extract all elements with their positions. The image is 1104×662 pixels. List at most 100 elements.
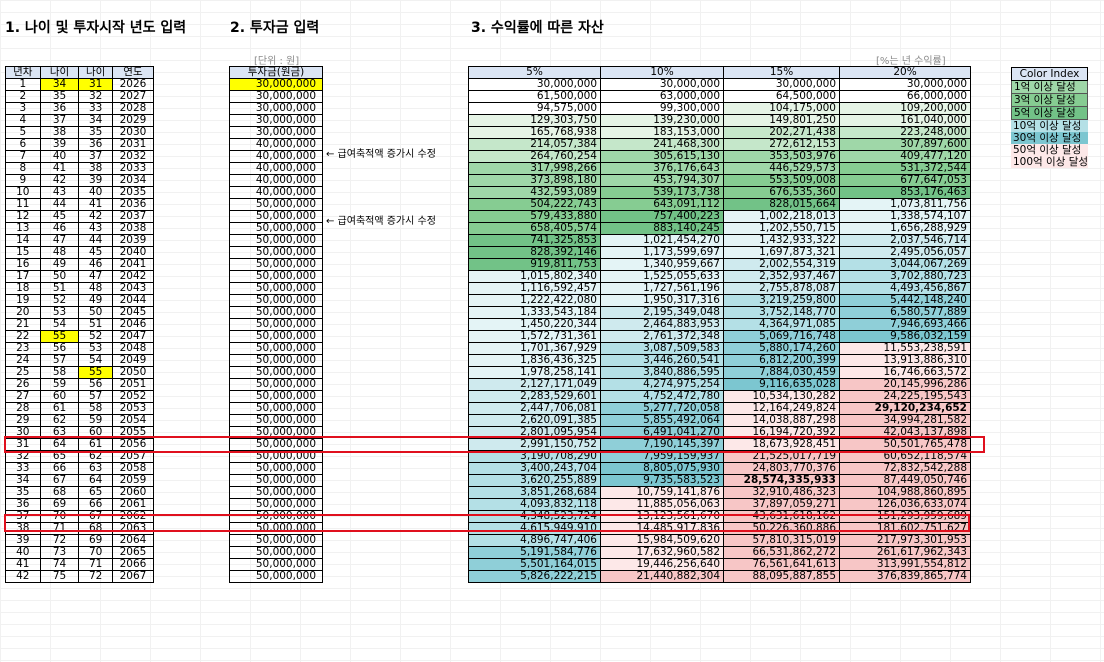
investment-cell[interactable]: 50,000,000 (229, 294, 323, 307)
age-cell-2[interactable]: 42 (78, 210, 113, 223)
investment-cell[interactable]: 50,000,000 (229, 510, 323, 523)
asset-cell-15[interactable]: 553,509,008 (723, 174, 840, 187)
asset-cell-5[interactable]: 1,222,422,080 (468, 294, 601, 307)
asset-cell-15[interactable]: 1,697,873,321 (723, 246, 840, 259)
asset-cell-15[interactable]: 28,574,335,933 (723, 474, 840, 487)
year-number-cell[interactable]: 24 (5, 354, 41, 367)
year-number-cell[interactable]: 4 (5, 114, 41, 127)
investment-cell[interactable]: 50,000,000 (229, 438, 323, 451)
year-number-cell[interactable]: 21 (5, 318, 41, 331)
age-cell[interactable]: 42 (39, 174, 80, 187)
age-cell[interactable]: 62 (39, 414, 80, 427)
asset-cell-5[interactable]: 4,348,523,724 (468, 510, 601, 523)
asset-cell-20[interactable]: 42,043,137,898 (839, 426, 971, 439)
year-number-cell[interactable]: 11 (5, 198, 41, 211)
year-number-cell[interactable]: 29 (5, 414, 41, 427)
asset-cell-5[interactable]: 2,283,529,601 (468, 390, 601, 403)
asset-cell-15[interactable]: 5,880,174,260 (723, 342, 840, 355)
investment-cell[interactable]: 50,000,000 (229, 450, 323, 463)
age-cell-2[interactable]: 47 (78, 270, 113, 283)
investment-cell[interactable]: 50,000,000 (229, 222, 323, 235)
calendar-year-cell[interactable]: 2046 (111, 318, 155, 331)
asset-cell-15[interactable]: 10,534,130,282 (723, 390, 840, 403)
asset-cell-5[interactable]: 94,575,000 (468, 102, 601, 115)
asset-cell-5[interactable]: 3,851,268,684 (468, 486, 601, 499)
asset-cell-10[interactable]: 4,752,472,780 (600, 390, 724, 403)
asset-cell-15[interactable]: 50,226,360,886 (723, 522, 840, 535)
asset-cell-5[interactable]: 30,000,000 (468, 78, 601, 91)
asset-cell-15[interactable]: 88,095,887,855 (723, 570, 840, 583)
asset-cell-15[interactable]: 12,164,249,824 (723, 402, 840, 415)
year-number-cell[interactable]: 35 (5, 486, 41, 499)
investment-cell[interactable]: 50,000,000 (229, 474, 323, 487)
asset-cell-10[interactable]: 8,805,075,930 (600, 462, 724, 475)
asset-cell-20[interactable]: 223,248,000 (839, 126, 971, 139)
investment-cell[interactable]: 50,000,000 (229, 486, 323, 499)
age-cell[interactable]: 67 (39, 474, 80, 487)
age-cell[interactable]: 53 (39, 306, 80, 319)
asset-cell-20[interactable]: 16,746,663,572 (839, 366, 971, 379)
asset-cell-5[interactable]: 165,768,938 (468, 126, 601, 139)
age-cell-2[interactable]: 68 (78, 522, 113, 535)
asset-cell-10[interactable]: 139,230,000 (600, 114, 724, 127)
asset-cell-10[interactable]: 183,153,000 (600, 126, 724, 139)
asset-cell-10[interactable]: 376,176,643 (600, 162, 724, 175)
asset-cell-5[interactable]: 317,998,266 (468, 162, 601, 175)
age-cell[interactable]: 75 (39, 570, 80, 583)
age-cell[interactable]: 60 (39, 390, 80, 403)
asset-cell-15[interactable]: 353,503,976 (723, 150, 840, 163)
calendar-year-cell[interactable]: 2065 (111, 546, 155, 559)
age-cell-2[interactable]: 64 (78, 474, 113, 487)
asset-cell-5[interactable]: 1,450,220,344 (468, 318, 601, 331)
asset-cell-10[interactable]: 757,400,223 (600, 210, 724, 223)
asset-cell-10[interactable]: 17,632,960,582 (600, 546, 724, 559)
asset-cell-15[interactable]: 16,194,720,392 (723, 426, 840, 439)
asset-cell-15[interactable]: 1,432,933,322 (723, 234, 840, 247)
age-cell-2[interactable]: 55 (78, 366, 113, 379)
asset-cell-10[interactable]: 539,173,738 (600, 186, 724, 199)
asset-cell-15[interactable]: 18,673,928,451 (723, 438, 840, 451)
asset-cell-20[interactable]: 24,225,195,543 (839, 390, 971, 403)
calendar-year-cell[interactable]: 2041 (111, 258, 155, 271)
asset-cell-5[interactable]: 4,615,949,910 (468, 522, 601, 535)
year-number-cell[interactable]: 13 (5, 222, 41, 235)
asset-cell-15[interactable]: 7,884,030,459 (723, 366, 840, 379)
age-cell[interactable]: 41 (39, 162, 80, 175)
age-cell[interactable]: 64 (39, 438, 80, 451)
asset-cell-15[interactable]: 30,000,000 (723, 78, 840, 91)
asset-cell-15[interactable]: 446,529,573 (723, 162, 840, 175)
asset-cell-10[interactable]: 5,277,720,058 (600, 402, 724, 415)
asset-cell-5[interactable]: 579,433,880 (468, 210, 601, 223)
asset-cell-10[interactable]: 9,735,583,523 (600, 474, 724, 487)
investment-cell[interactable]: 50,000,000 (229, 270, 323, 283)
asset-cell-10[interactable]: 13,123,561,670 (600, 510, 724, 523)
year-number-cell[interactable]: 12 (5, 210, 41, 223)
age-cell[interactable]: 40 (39, 150, 80, 163)
asset-cell-20[interactable]: 531,372,544 (839, 162, 971, 175)
asset-cell-15[interactable]: 37,897,059,271 (723, 498, 840, 511)
age-cell[interactable]: 36 (39, 102, 80, 115)
asset-cell-20[interactable]: 313,991,554,812 (839, 558, 971, 571)
asset-cell-5[interactable]: 4,896,747,406 (468, 534, 601, 547)
asset-cell-20[interactable]: 1,338,574,107 (839, 210, 971, 223)
investment-cell[interactable]: 50,000,000 (229, 318, 323, 331)
asset-cell-10[interactable]: 1,021,454,270 (600, 234, 724, 247)
age-cell[interactable]: 48 (39, 246, 80, 259)
asset-cell-5[interactable]: 2,991,150,752 (468, 438, 601, 451)
asset-cell-5[interactable]: 2,447,706,081 (468, 402, 601, 415)
asset-cell-20[interactable]: 109,200,000 (839, 102, 971, 115)
asset-cell-15[interactable]: 43,631,618,162 (723, 510, 840, 523)
asset-cell-15[interactable]: 202,271,438 (723, 126, 840, 139)
asset-cell-5[interactable]: 3,620,255,889 (468, 474, 601, 487)
asset-cell-20[interactable]: 34,994,281,582 (839, 414, 971, 427)
asset-cell-5[interactable]: 828,392,146 (468, 246, 601, 259)
age-cell[interactable]: 65 (39, 450, 80, 463)
age-cell[interactable]: 71 (39, 522, 80, 535)
age-cell[interactable]: 34 (39, 78, 80, 91)
age-cell[interactable]: 69 (39, 498, 80, 511)
asset-cell-15[interactable]: 676,535,360 (723, 186, 840, 199)
age-cell[interactable]: 63 (39, 426, 80, 439)
calendar-year-cell[interactable]: 2051 (111, 378, 155, 391)
asset-cell-15[interactable]: 32,910,486,323 (723, 486, 840, 499)
year-number-cell[interactable]: 32 (5, 450, 41, 463)
